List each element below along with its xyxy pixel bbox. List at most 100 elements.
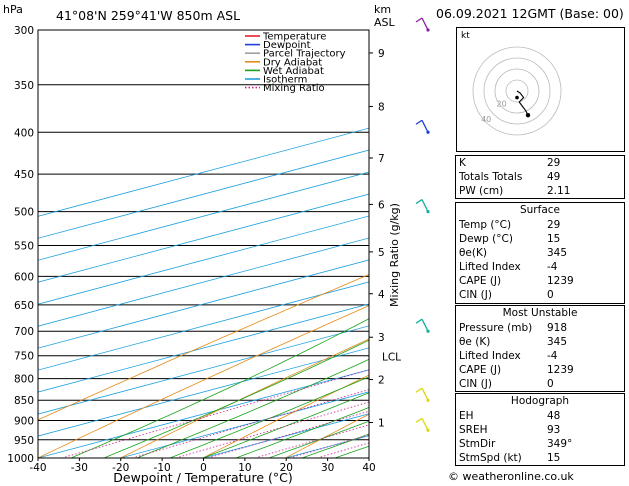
hodograph-table: Hodograph EH 48 SREH 93 StmDir 349° StmSpd …: [455, 393, 625, 466]
isotherm-line: [38, 171, 369, 261]
hodograph-ring-label: 40: [481, 115, 491, 124]
surface-row: Lifted Index -4: [459, 261, 558, 273]
wet-adiabat-line: [70, 318, 369, 458]
hodograph-table-title: Hodograph: [510, 395, 570, 407]
hodograph-ring: [505, 79, 529, 103]
most-unstable-title: Most Unstable: [502, 307, 578, 319]
location-title: 41°08'N 259°41'W 850m ASL: [56, 8, 240, 23]
wind-barb: [421, 17, 429, 31]
pressure-tick-label: 600: [14, 271, 34, 283]
surface-row: θe(K) 345: [459, 247, 568, 259]
pressure-tick-label: 350: [14, 80, 34, 92]
hodograph-storm-dot: [515, 95, 519, 100]
mixing-ratio-line: [132, 389, 369, 458]
index-row-pw: PW (cm) 2.11: [459, 185, 571, 197]
pressure-tick-label: 750: [14, 351, 34, 363]
legend-label: Mixing Ratio: [263, 83, 325, 94]
legend-label: Temperature: [262, 32, 326, 43]
pressure-tick-label: 950: [14, 435, 34, 447]
isotherm-line: [38, 347, 369, 437]
wind-barb: [421, 417, 429, 431]
wet-adiabat-line: [169, 376, 369, 458]
mixing-ratio-axis-label: Mixing Ratio (g/kg): [388, 203, 401, 307]
most-unstable-table: Most Unstable Pressure (mb) 918 θe (K) 345…: [455, 305, 625, 392]
legend-label: Dewpoint: [263, 40, 311, 51]
dry-adiabat-line: [202, 374, 369, 458]
x-tick-label: 0: [200, 462, 207, 474]
pressure-tick-label: 900: [14, 416, 34, 428]
pressure-tick-label: 400: [14, 127, 34, 139]
mu-row: CIN (J) 0: [459, 378, 554, 390]
x-tick-label: -30: [71, 462, 88, 474]
wind-barb-dot: [426, 130, 430, 134]
pressure-tick-label: 1000: [7, 453, 34, 465]
pressure-tick-label: 800: [14, 374, 34, 386]
asl-label: ASL: [374, 16, 396, 29]
wind-barb-dot: [426, 329, 430, 333]
surface-row: Dewp (°C) 15: [459, 233, 561, 245]
isotherm-line: [38, 237, 369, 327]
hodograph-ring: [494, 68, 540, 114]
isotherm-line: [38, 193, 369, 283]
index-row-totals: Totals Totals 49: [459, 171, 561, 183]
wind-barb-flag: [415, 199, 423, 205]
dry-adiabat-line: [38, 274, 369, 421]
hodograph-unit: kt: [461, 31, 470, 41]
x-axis-label: Dewpoint / Temperature (°C): [113, 470, 292, 485]
pressure-tick-label: 550: [14, 240, 34, 252]
wet-adiabat-line: [235, 407, 369, 458]
hodograph-ring: [472, 46, 562, 136]
km-tick-label: 4: [378, 289, 385, 301]
mixing-ratio-line: [61, 369, 369, 458]
km-label: km: [374, 3, 391, 16]
wind-barb-dot: [426, 428, 430, 432]
mu-row: Lifted Index -4: [459, 350, 558, 362]
legend-label: Dry Adiabat: [263, 57, 322, 68]
km-tick-label: 7: [378, 153, 385, 165]
hodo-row: SREH 93: [459, 424, 561, 436]
wind-barb-flag: [415, 318, 423, 324]
wind-barb-dot: [426, 28, 430, 32]
dry-adiabat-line: [38, 305, 369, 458]
datetime-title: 06.09.2021 12GMT (Base: 00): [436, 6, 624, 21]
km-tick-label: 5: [378, 247, 385, 259]
isotherm-line: [38, 325, 369, 415]
km-tick-label: 8: [378, 101, 385, 113]
wind-barb-dot: [426, 398, 430, 402]
surface-table: Surface Temp (°C) 29 Dewp (°C) 15 θe(K) 345…: [455, 202, 625, 304]
mu-row: Pressure (mb) 918: [459, 322, 568, 334]
hodo-row: StmDir 349°: [459, 438, 573, 450]
hodo-row: StmSpd (kt) 15: [459, 452, 561, 464]
surface-row: CIN (J) 0: [459, 289, 554, 301]
x-tick-label: 30: [321, 462, 334, 474]
wind-barbs: [415, 17, 430, 432]
pressure-tick-label: 300: [14, 25, 34, 37]
dry-adiabat-line: [120, 338, 369, 458]
wet-adiabat-line: [103, 339, 369, 458]
footer-credit: © weatheronline.co.uk: [448, 470, 574, 483]
hodo-row: EH 48: [459, 410, 561, 422]
wind-barb: [421, 199, 429, 212]
pressure-tick-label: 650: [14, 300, 34, 312]
pressure-tick-label: 450: [14, 169, 34, 181]
x-tick-label: -10: [154, 462, 171, 474]
hodograph-end-dot: [525, 113, 531, 118]
wind-barb-flag: [415, 417, 423, 423]
hodograph-panel: kt 20 40: [456, 27, 625, 152]
pressure-tick-label: 700: [14, 326, 34, 338]
km-tick-label: 2: [378, 375, 385, 387]
x-tick-label: 40: [362, 462, 375, 474]
km-tick-label: 6: [378, 199, 385, 211]
surface-title: Surface: [519, 204, 560, 216]
x-tick-label: 20: [280, 462, 293, 474]
pressure-tick-label: 500: [14, 207, 34, 219]
wet-adiabat-line: [136, 358, 369, 458]
lcl-label: LCL: [382, 352, 401, 364]
isotherm-line: [38, 303, 369, 393]
x-tick-label: -40: [29, 462, 46, 474]
skewt-axes: 300 350 400 450 500 550 600 650 700 750 800 8 5 0 900 9…: [7, 25, 401, 474]
mu-row: θe (K) 345: [459, 336, 568, 348]
x-tick-label: -20: [112, 462, 129, 474]
